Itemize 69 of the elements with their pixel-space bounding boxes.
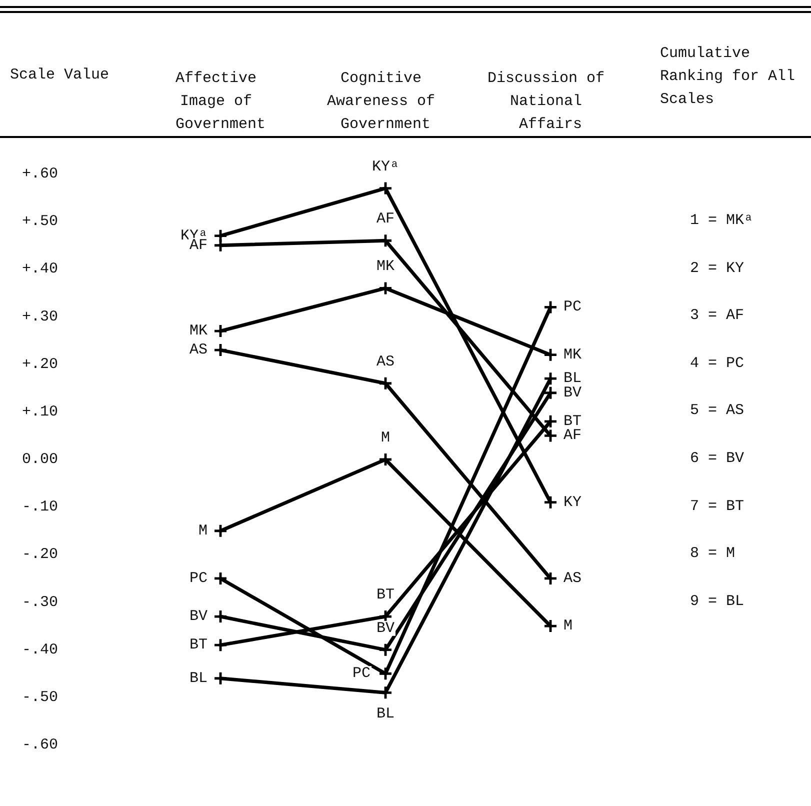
point bbox=[544, 301, 556, 314]
y-tick-label: -.40 bbox=[22, 641, 58, 658]
point bbox=[214, 672, 226, 684]
data-label: AS bbox=[189, 342, 208, 359]
point bbox=[380, 282, 392, 294]
text: 8 = M bbox=[690, 545, 736, 562]
data-label: BV bbox=[189, 608, 208, 626]
point bbox=[380, 644, 392, 656]
data-label: BT bbox=[189, 636, 208, 654]
point bbox=[544, 415, 556, 428]
text: Cumulative Ranking for All Scales bbox=[660, 44, 796, 110]
data-label: BT bbox=[376, 586, 395, 604]
data-label: M bbox=[198, 522, 208, 540]
text: 5 = AS bbox=[690, 402, 744, 420]
data-label: KYᵃ bbox=[372, 158, 400, 176]
x-tick-label: Affective Image of Government bbox=[175, 70, 266, 133]
y-tick-label: +.40 bbox=[22, 260, 58, 278]
point bbox=[380, 668, 392, 680]
y-tick-label: 0.00 bbox=[22, 451, 58, 468]
data-label: AF bbox=[376, 210, 395, 228]
text: 4 = PC bbox=[690, 354, 744, 372]
y-tick-label: +.60 bbox=[22, 166, 58, 182]
data-label: M bbox=[380, 430, 390, 446]
point bbox=[380, 686, 392, 699]
point bbox=[380, 182, 392, 194]
point bbox=[544, 372, 556, 385]
point bbox=[544, 430, 556, 442]
data-label: BL bbox=[376, 706, 395, 723]
y-tick-label: -.50 bbox=[22, 688, 58, 706]
text: 2 = KY bbox=[690, 260, 744, 277]
data-label: BL bbox=[189, 670, 208, 687]
point bbox=[380, 377, 392, 390]
point bbox=[214, 639, 226, 652]
point bbox=[214, 344, 226, 356]
y-axis-title: Scale Value bbox=[10, 66, 110, 84]
point bbox=[214, 524, 226, 537]
data-label: M bbox=[564, 618, 573, 635]
text: 9 = BL bbox=[690, 592, 744, 610]
text: 6 = BV bbox=[690, 450, 744, 467]
y-tick-label: +.50 bbox=[22, 213, 58, 230]
point bbox=[380, 234, 392, 247]
data-label: PC bbox=[564, 298, 582, 316]
text: 3 = AF bbox=[690, 307, 744, 324]
text: 1 = MKᵃ bbox=[690, 212, 754, 229]
point bbox=[544, 386, 556, 399]
data-label: PC bbox=[189, 570, 208, 587]
y-tick-label: +.10 bbox=[22, 403, 58, 420]
data-label: MK bbox=[376, 258, 395, 276]
data-label: MK bbox=[189, 322, 208, 340]
data-label: PC bbox=[352, 665, 370, 682]
text: 7 = BT bbox=[690, 498, 744, 515]
data-label: KY bbox=[564, 494, 582, 511]
point bbox=[544, 348, 556, 361]
y-tick-label: +.30 bbox=[22, 308, 58, 326]
y-tick-label: -.20 bbox=[22, 546, 58, 564]
data-label: AF bbox=[564, 427, 582, 444]
data-label: AS bbox=[376, 353, 395, 370]
data-label: MK bbox=[564, 346, 582, 364]
x-tick-label: Discussion of National Affairs bbox=[487, 70, 614, 133]
y-tick-label: -.30 bbox=[22, 594, 58, 611]
x-tick-label: Cognitive Awareness of Government bbox=[326, 70, 444, 133]
data-label: BV bbox=[376, 620, 395, 637]
y-tick-label: -.10 bbox=[22, 498, 58, 516]
point bbox=[544, 496, 556, 508]
data-label: BT bbox=[564, 412, 582, 430]
y-tick-label: +.20 bbox=[22, 356, 58, 373]
y-tick-label: -.60 bbox=[22, 736, 58, 754]
data-label: AF bbox=[189, 236, 208, 254]
data-label: AS bbox=[564, 570, 582, 587]
